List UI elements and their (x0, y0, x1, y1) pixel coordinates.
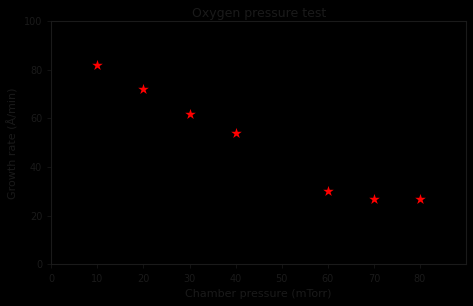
X-axis label: Chamber pressure (mTorr): Chamber pressure (mTorr) (185, 289, 332, 299)
Point (140, 87, 147, 92)
Point (186, 111, 193, 116)
Title: Oxygen pressure test: Oxygen pressure test (192, 7, 326, 20)
Y-axis label: Growth rate (Å/min): Growth rate (Å/min) (7, 87, 18, 199)
Point (94, 62, 101, 67)
Point (324, 189, 332, 194)
Point (232, 131, 239, 136)
Point (370, 196, 377, 201)
Point (416, 196, 424, 201)
